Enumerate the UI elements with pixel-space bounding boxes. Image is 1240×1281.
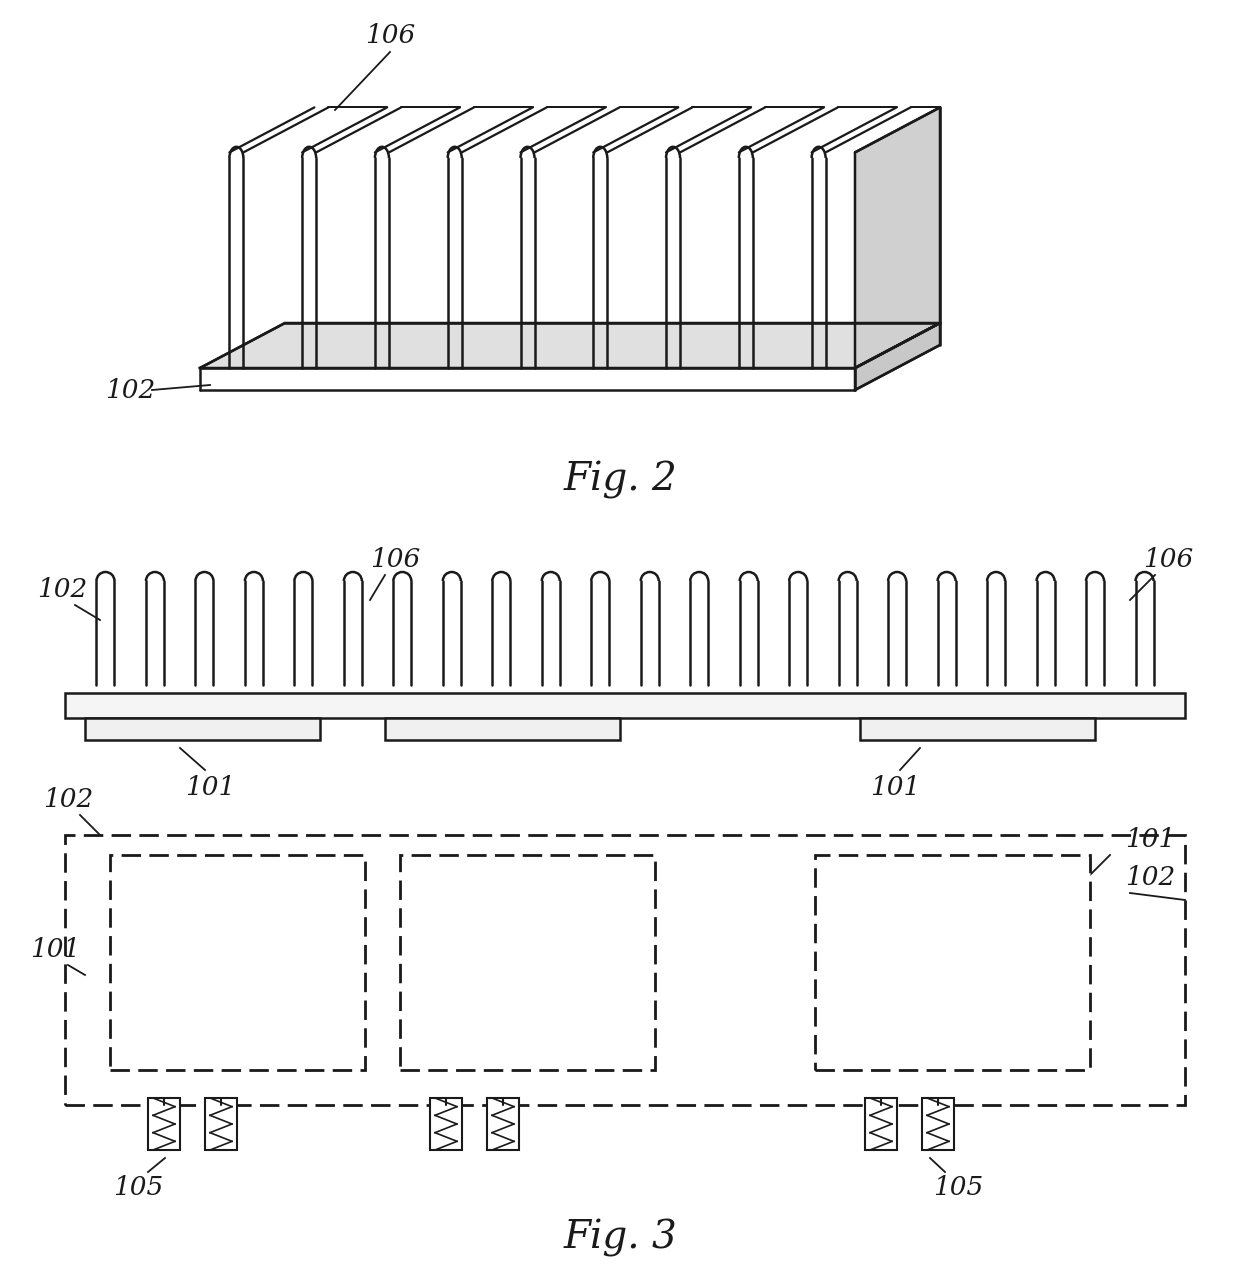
Polygon shape xyxy=(856,323,940,389)
Text: 106: 106 xyxy=(370,547,420,573)
Text: Fig. 2: Fig. 2 xyxy=(563,461,677,500)
Text: 102: 102 xyxy=(37,576,87,602)
Bar xyxy=(64,693,1185,717)
Bar xyxy=(384,717,620,740)
Text: 106: 106 xyxy=(365,23,415,47)
Bar xyxy=(923,1098,954,1150)
Bar xyxy=(430,1098,463,1150)
Text: 105: 105 xyxy=(932,1175,983,1200)
Bar xyxy=(205,1098,237,1150)
Polygon shape xyxy=(200,323,940,368)
Bar xyxy=(487,1098,520,1150)
Polygon shape xyxy=(856,108,940,368)
Text: 101: 101 xyxy=(30,936,81,962)
Bar xyxy=(148,1098,180,1150)
Text: 101: 101 xyxy=(185,775,236,801)
Bar xyxy=(401,854,655,1070)
Bar xyxy=(86,717,320,740)
Bar xyxy=(110,854,365,1070)
Text: 106: 106 xyxy=(1143,547,1193,573)
Bar xyxy=(861,717,1095,740)
Text: 102: 102 xyxy=(43,787,93,812)
Text: 101: 101 xyxy=(870,775,920,801)
Bar xyxy=(866,1098,897,1150)
Bar xyxy=(815,854,1090,1070)
Text: 102: 102 xyxy=(105,378,155,402)
Bar xyxy=(64,835,1185,1106)
Text: 101: 101 xyxy=(1125,828,1176,852)
Text: 105: 105 xyxy=(113,1175,164,1200)
Text: 102: 102 xyxy=(1125,865,1176,890)
Text: Fig. 3: Fig. 3 xyxy=(563,1220,677,1257)
